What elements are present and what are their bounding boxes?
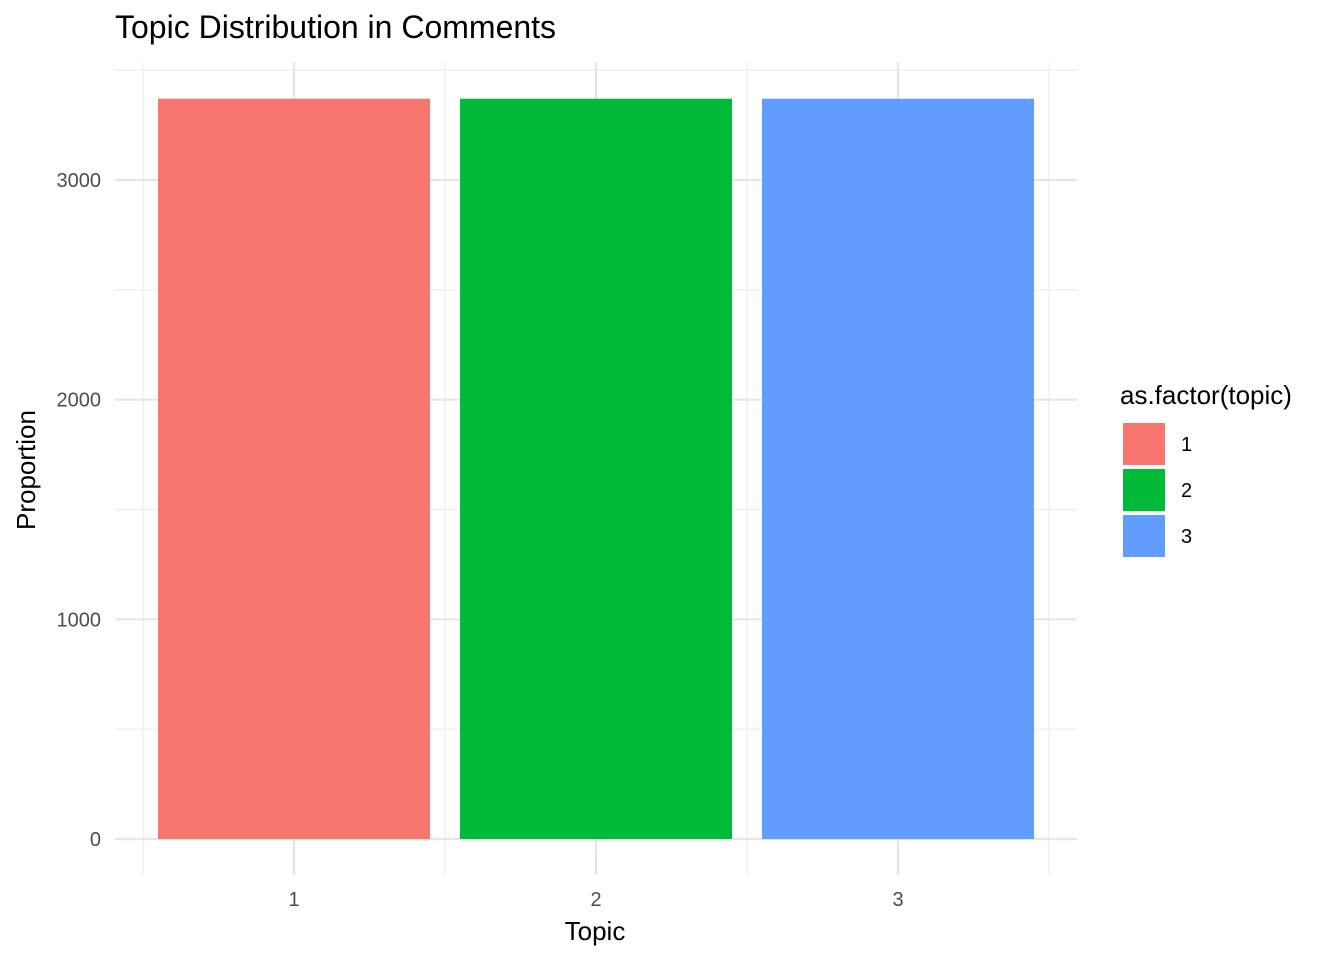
bar-topic-3 (762, 98, 1034, 840)
y-axis-ticks: 0 1000 2000 3000 (57, 170, 102, 851)
x-axis-title: Topic (565, 916, 626, 946)
bar-topic-1 (158, 98, 430, 840)
legend: as.factor(topic) 1 2 3 (1120, 380, 1292, 557)
legend-key-2 (1123, 469, 1165, 511)
legend-label-2: 2 (1181, 480, 1192, 502)
bar-topic-2 (460, 98, 732, 840)
y-tick-label: 0 (90, 829, 101, 851)
x-axis-ticks: 1 2 3 (288, 889, 903, 911)
y-tick-label: 2000 (57, 390, 102, 412)
bars (158, 98, 1034, 840)
chart-title: Topic Distribution in Comments (115, 9, 556, 45)
x-tick-label: 1 (288, 889, 299, 911)
x-tick-label: 2 (590, 889, 601, 911)
y-tick-label: 3000 (57, 170, 102, 192)
legend-key-3 (1123, 515, 1165, 557)
legend-title: as.factor(topic) (1120, 380, 1292, 410)
y-axis-title: Proportion (11, 410, 41, 530)
legend-key-1 (1123, 423, 1165, 465)
x-tick-label: 3 (892, 889, 903, 911)
legend-label-1: 1 (1181, 434, 1192, 456)
legend-label-3: 3 (1181, 526, 1192, 548)
y-tick-label: 1000 (57, 609, 102, 631)
